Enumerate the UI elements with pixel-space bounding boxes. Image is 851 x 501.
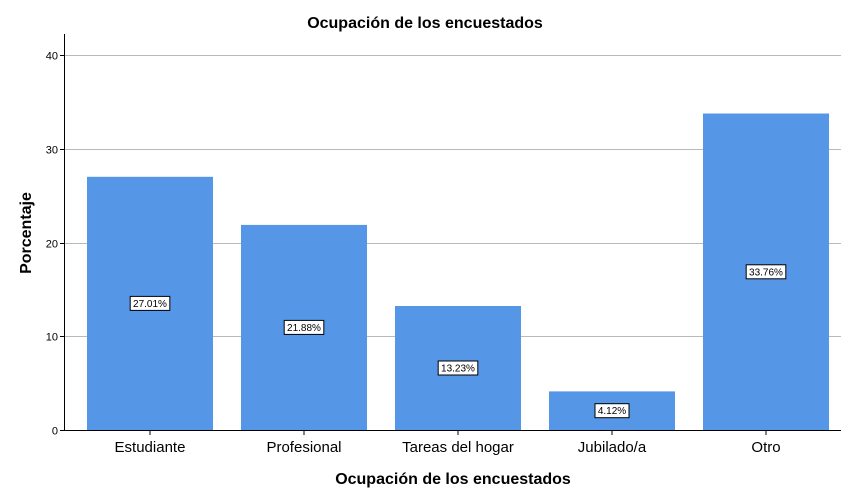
data-label-box	[437, 360, 479, 376]
bars	[87, 113, 829, 430]
chart-title: Ocupación de los encuestados	[307, 15, 543, 32]
x-tick-label: Profesional	[266, 439, 341, 456]
data-label: 33.76%	[749, 267, 783, 278]
data-label: 4.12%	[598, 406, 626, 417]
x-tick-label: Tareas del hogar	[402, 439, 514, 456]
x-tick-label: Estudiante	[115, 439, 186, 456]
data-label: 27.01%	[133, 299, 167, 310]
y-tick-label: 10	[46, 332, 58, 344]
data-label-box	[129, 295, 171, 311]
y-ticks: 0 10 20 30 40	[46, 51, 65, 438]
y-tick-label: 20	[46, 239, 58, 251]
data-labels: 27.01% 21.88% 13.23% 4.12% 33.76%	[129, 264, 787, 419]
data-label-box	[594, 403, 630, 419]
data-label: 21.88%	[287, 323, 321, 334]
data-label: 13.23%	[441, 363, 475, 374]
data-label-box	[283, 319, 325, 335]
x-ticks: Estudiante Profesional Tareas del hogar Jub…	[115, 430, 781, 456]
x-tick-label: Otro	[751, 439, 780, 456]
y-tick-label: 0	[52, 426, 58, 438]
y-tick-label: 40	[46, 51, 58, 63]
y-axis-label: Porcentaje	[18, 192, 35, 274]
y-tick-label: 30	[46, 145, 58, 157]
x-axis-label: Ocupación de los encuestados	[335, 471, 571, 488]
data-label-box	[745, 264, 787, 280]
x-tick-label: Jubilado/a	[578, 439, 647, 456]
